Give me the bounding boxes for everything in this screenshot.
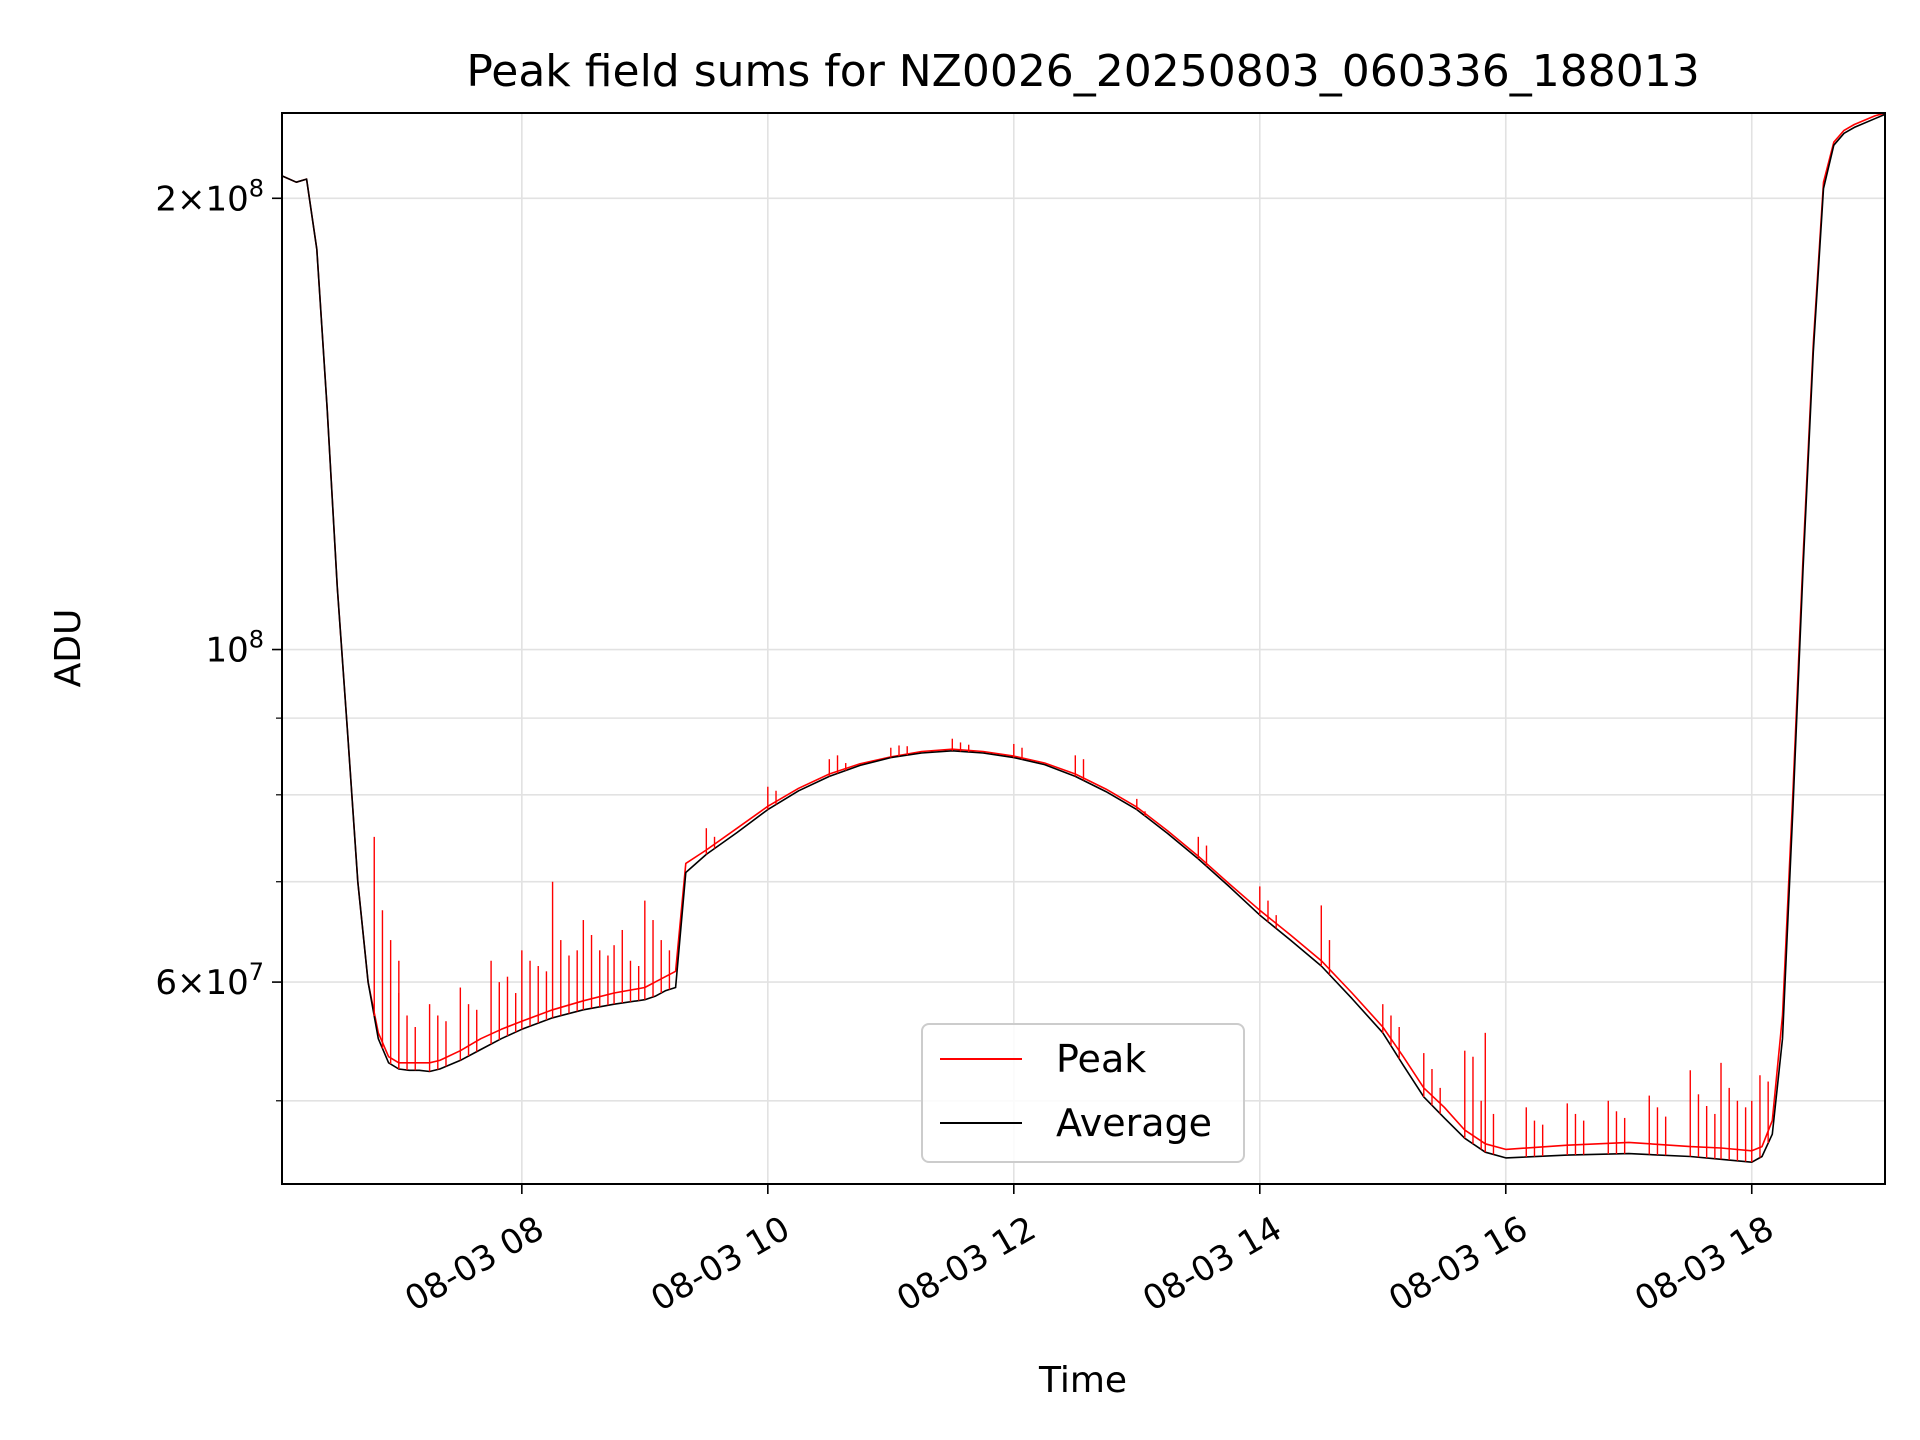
legend: Peak Average xyxy=(921,1023,1245,1163)
y-tick-label: 2×108 xyxy=(155,174,264,219)
series-layer xyxy=(282,113,1885,1163)
y-tick-label: 6×107 xyxy=(155,958,264,1003)
series-line-average xyxy=(282,113,1885,1163)
ticks-layer xyxy=(272,197,1753,1194)
legend-peak-label: Peak xyxy=(1056,1037,1146,1081)
plot-area-frame xyxy=(281,112,1886,1185)
series-line-peak xyxy=(282,113,1885,1152)
y-tick-label: 108 xyxy=(205,626,264,671)
x-axis-label: Time xyxy=(1038,1360,1127,1401)
y-tick-labels: 2×108 108 6×107 xyxy=(155,174,264,1003)
legend-average-label: Average xyxy=(1056,1101,1212,1145)
y-axis-label: ADU xyxy=(48,609,89,688)
grid-layer xyxy=(282,113,1885,1184)
chart-title: Peak field sums for NZ0026_20250803_0603… xyxy=(466,46,1699,97)
